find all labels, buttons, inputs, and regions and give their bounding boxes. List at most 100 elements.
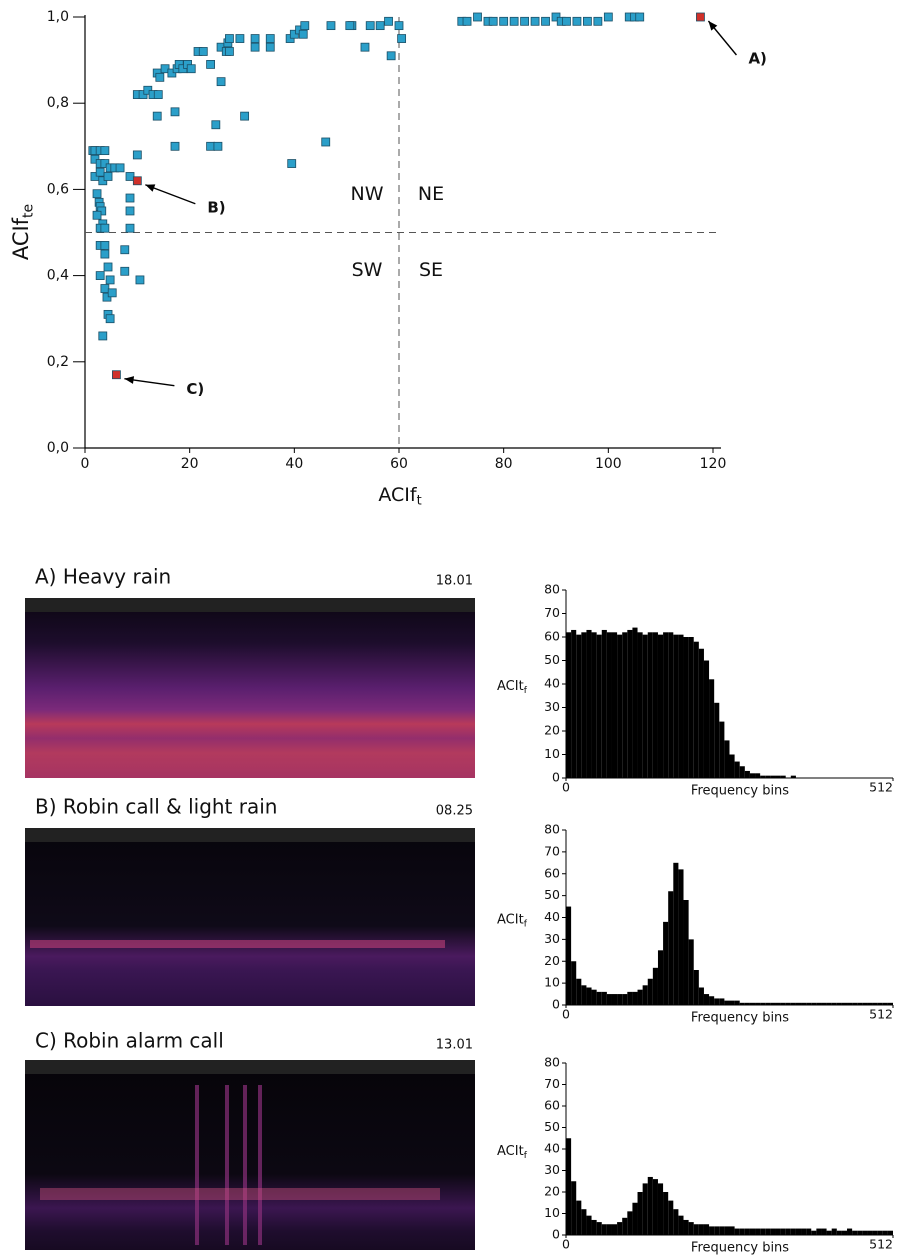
x-tick-label: 20 [181, 456, 199, 472]
y-axis-label: ACItf [497, 912, 528, 929]
point [206, 141, 216, 151]
bar [688, 637, 694, 778]
bar [601, 991, 607, 1005]
bar [663, 1192, 669, 1235]
bar [698, 1224, 704, 1235]
y-tick-label: 60 [544, 629, 560, 644]
point [265, 42, 275, 52]
point [112, 370, 121, 380]
y-tick-label: 0,8 [47, 95, 69, 111]
y-axis-label-main: ACIt [497, 912, 524, 927]
point [365, 21, 375, 31]
x-axis-label-main: ACIf [378, 484, 418, 506]
x-axis-label: Frequency bins [691, 1011, 789, 1026]
point [250, 34, 260, 43]
point [107, 288, 117, 298]
point [397, 34, 407, 43]
y-axis-label-subscript: f [524, 1150, 528, 1160]
point [125, 206, 135, 216]
point [186, 64, 196, 74]
bar [755, 1228, 761, 1235]
bar [719, 1226, 725, 1235]
x-axis-label: ACIft [378, 484, 421, 509]
point [265, 34, 275, 43]
bar [596, 634, 602, 778]
bar [739, 766, 745, 778]
bar [606, 1224, 612, 1235]
bar [806, 1228, 812, 1235]
y-axis-label-subscript: f [524, 919, 528, 929]
bar [744, 770, 750, 778]
annotation-arrowhead [708, 21, 718, 31]
point [240, 111, 250, 121]
bar [729, 1000, 735, 1005]
y-tick-label: 30 [544, 931, 560, 946]
point [100, 223, 110, 233]
y-tick-label: 10 [544, 746, 560, 761]
point [198, 47, 208, 56]
bar [770, 1002, 776, 1005]
bar [678, 869, 684, 1005]
point [216, 77, 226, 87]
y-axis-label-main: ACIf [9, 217, 33, 260]
bar [627, 629, 633, 778]
bar [591, 989, 597, 1005]
bar [826, 1002, 832, 1005]
bar [836, 1002, 842, 1005]
spectrogram-streak [243, 1085, 247, 1245]
bar [790, 1002, 796, 1005]
bar [576, 978, 582, 1005]
bar [841, 1002, 848, 1005]
bar [576, 1200, 582, 1235]
bar [673, 634, 679, 778]
bar [719, 998, 725, 1005]
bar [693, 970, 699, 1005]
bar [688, 1222, 694, 1235]
y-tick-label: 60 [544, 865, 560, 880]
y-tick-label: 0 [552, 1227, 560, 1242]
x-tick-label: 120 [700, 456, 727, 472]
point [92, 210, 102, 220]
point [100, 146, 110, 156]
bar [652, 967, 658, 1005]
point [326, 21, 336, 31]
y-axis-label-main: ACIt [497, 679, 524, 694]
bar [770, 1228, 776, 1235]
y-tick-label: 30 [544, 699, 560, 714]
point [170, 141, 180, 151]
bar [790, 775, 796, 778]
point [206, 60, 216, 69]
bar [591, 1219, 597, 1235]
bar [601, 1224, 607, 1235]
bar [801, 1002, 807, 1005]
spectrogram-b [25, 828, 475, 1006]
bar [703, 1224, 710, 1235]
y-tick-label: 20 [544, 1184, 560, 1199]
bar [755, 1002, 761, 1005]
point [105, 275, 115, 285]
bar [647, 1176, 653, 1235]
point [103, 172, 113, 181]
panel-title: B) Robin call & light rain [35, 795, 277, 819]
bar [637, 989, 643, 1005]
bar [795, 1228, 802, 1235]
bar [729, 754, 735, 778]
bar [760, 1228, 766, 1235]
bar [693, 641, 699, 778]
point [132, 150, 142, 160]
spectrogram-streak [195, 1085, 199, 1245]
bar [734, 761, 740, 778]
bar [882, 1230, 888, 1235]
point [100, 284, 110, 293]
point [250, 42, 260, 52]
point [135, 275, 145, 285]
bar [785, 1228, 791, 1235]
point [225, 47, 234, 56]
point [520, 16, 529, 26]
bar [724, 740, 730, 778]
bar [862, 1002, 868, 1005]
bar [806, 1002, 812, 1005]
point [562, 16, 571, 26]
bar [657, 950, 664, 1005]
